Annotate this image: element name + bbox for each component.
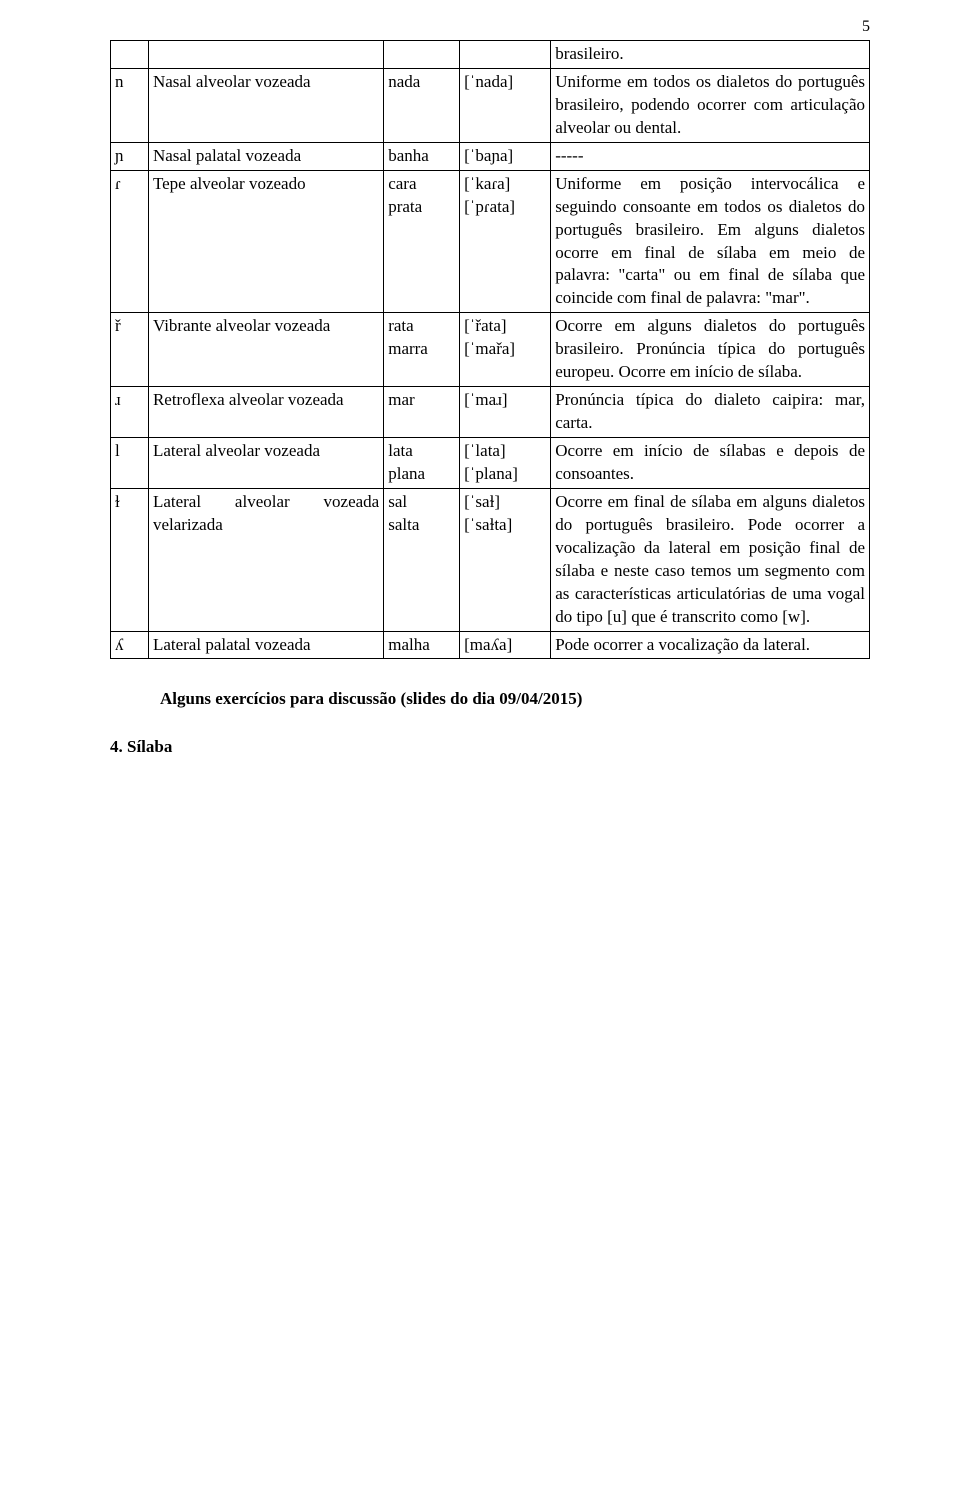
footer: Alguns exercícios para discussão (slides… — [110, 687, 870, 758]
table-cell-ipa: [ˈkaɾa][ˈpɾata] — [460, 170, 551, 313]
table-cell-note: ----- — [551, 142, 870, 170]
table-cell-sym: n — [111, 68, 149, 142]
table-cell-ipa: [ˈlata][ˈplana] — [460, 438, 551, 489]
table-cell-note: Ocorre em início de sílabas e depois de … — [551, 438, 870, 489]
table-cell-ipa: [ˈbaɲa] — [460, 142, 551, 170]
table-cell-sym: ɫ — [111, 488, 149, 631]
table-cell-desc: Lateral palatal vozeada — [148, 631, 383, 659]
table-cell-words: lataplana — [384, 438, 460, 489]
table-cell-words: banha — [384, 142, 460, 170]
table-cell-ipa: [ˈnada] — [460, 68, 551, 142]
document-page: 5 brasileiro.nNasal alveolar vozeadanada… — [0, 0, 960, 799]
table-cell-note: Uniforme em posição intervocálica e segu… — [551, 170, 870, 313]
table-cell-sym: ř — [111, 313, 149, 387]
table-cell-words: ratamarra — [384, 313, 460, 387]
table-row: ɹRetroflexa alveolar vozeadamar[ˈmaɹ]Pro… — [111, 387, 870, 438]
table-cell-desc: Retroflexa alveolar vozeada — [148, 387, 383, 438]
table-cell-ipa: [ˈmaɹ] — [460, 387, 551, 438]
table-cell-sym: ʎ — [111, 631, 149, 659]
table-cell-desc: Nasal palatal vozeada — [148, 142, 383, 170]
table-row: brasileiro. — [111, 41, 870, 69]
footer-exercises: Alguns exercícios para discussão (slides… — [160, 687, 870, 711]
table-cell-desc: Nasal alveolar vozeada — [148, 68, 383, 142]
table-cell-ipa: [maʎa] — [460, 631, 551, 659]
page-number: 5 — [862, 18, 870, 36]
table-cell-words: nada — [384, 68, 460, 142]
table-cell-words: caraprata — [384, 170, 460, 313]
table-row: ɫLateral alveolar vozeada velarizadasals… — [111, 488, 870, 631]
table-cell-note: Ocorre em alguns dialetos do português b… — [551, 313, 870, 387]
table-cell-words: malha — [384, 631, 460, 659]
table-cell-words: mar — [384, 387, 460, 438]
table-cell-desc: Vibrante alveolar vozeada — [148, 313, 383, 387]
table-cell-ipa — [460, 41, 551, 69]
table-cell-sym: ɾ — [111, 170, 149, 313]
table-row: nNasal alveolar vozeadanada[ˈnada]Unifor… — [111, 68, 870, 142]
table-cell-sym — [111, 41, 149, 69]
table-cell-note: Pode ocorrer a vocalização da lateral. — [551, 631, 870, 659]
table-cell-ipa: [ˈřata][ˈmařa] — [460, 313, 551, 387]
table-cell-desc: Lateral alveolar vozeada velarizada — [148, 488, 383, 631]
table-cell-note: brasileiro. — [551, 41, 870, 69]
table-cell-note: Ocorre em final de sílaba em alguns dial… — [551, 488, 870, 631]
table-row: řVibrante alveolar vozeadaratamarra[ˈřat… — [111, 313, 870, 387]
table-cell-words — [384, 41, 460, 69]
table-cell-words: salsalta — [384, 488, 460, 631]
footer-section: 4. Sílaba — [110, 735, 870, 759]
table-row: ʎLateral palatal vozeadamalha[maʎa]Pode … — [111, 631, 870, 659]
table-cell-desc: Tepe alveolar vozeado — [148, 170, 383, 313]
phonetics-table: brasileiro.nNasal alveolar vozeadanada[ˈ… — [110, 40, 870, 659]
table-cell-sym: ɹ — [111, 387, 149, 438]
table-row: lLateral alveolar vozeadalataplana[ˈlata… — [111, 438, 870, 489]
table-cell-sym: l — [111, 438, 149, 489]
table-cell-desc: Lateral alveolar vozeada — [148, 438, 383, 489]
table-cell-sym: ɲ — [111, 142, 149, 170]
table-cell-note: Pronúncia típica do dialeto caipira: mar… — [551, 387, 870, 438]
table-cell-ipa: [ˈsaɫ][ˈsaɫta] — [460, 488, 551, 631]
table-row: ɾTepe alveolar vozeadocaraprata[ˈkaɾa][ˈ… — [111, 170, 870, 313]
table-cell-note: Uniforme em todos os dialetos do portugu… — [551, 68, 870, 142]
table-cell-desc — [148, 41, 383, 69]
table-row: ɲNasal palatal vozeadabanha[ˈbaɲa]----- — [111, 142, 870, 170]
